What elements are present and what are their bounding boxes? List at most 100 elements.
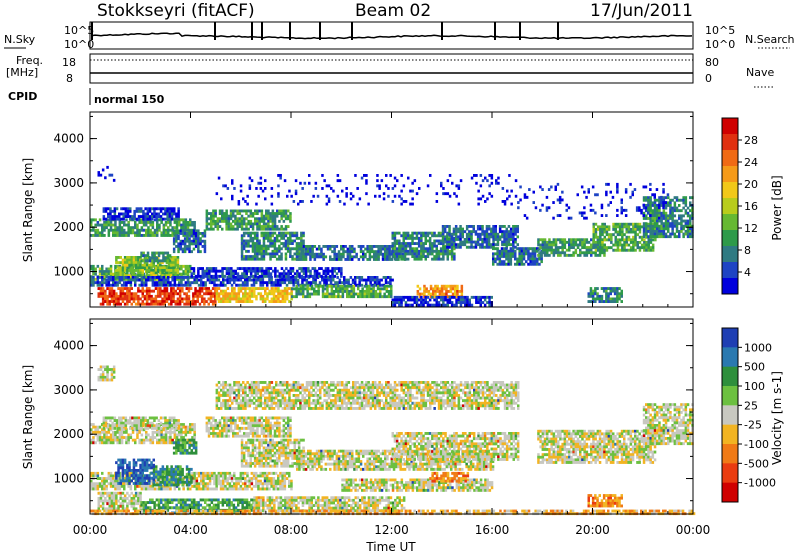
scatter-cell (656, 219, 659, 223)
scatter-cell (301, 281, 304, 285)
scatter-cell (283, 292, 287, 296)
scatter-cell (599, 230, 602, 234)
scatter-cell (297, 255, 301, 258)
scatter-cell (148, 266, 151, 270)
scatter-cell (145, 281, 148, 285)
scatter-cell (684, 196, 688, 200)
scatter-cell (282, 242, 285, 245)
scatter-cell (636, 243, 639, 247)
scatter-cell (686, 214, 690, 218)
scatter-cell (231, 287, 234, 290)
scatter-cell (507, 225, 511, 228)
scatter-cell (457, 238, 460, 241)
scatter-cell (127, 281, 130, 285)
scatter-cell (121, 292, 125, 296)
power-y-label: Slant Range [km] (21, 158, 35, 262)
scatter-cell (205, 227, 209, 231)
scatter-cell (113, 207, 117, 211)
scatter-cell (359, 292, 362, 296)
scatter-cell (435, 247, 438, 251)
scatter-cell (90, 281, 93, 285)
scatter-cell (224, 289, 227, 293)
scatter-cell (431, 252, 434, 256)
scatter-cell (470, 225, 473, 228)
scatter-cell (603, 248, 606, 252)
scatter-cell (299, 292, 303, 296)
scatter-cell (353, 250, 356, 254)
scatter-cell (123, 297, 127, 301)
scatter-cell (607, 297, 610, 301)
scatter-cell (132, 300, 136, 303)
scatter-cell (234, 217, 237, 221)
scatter-cell (181, 239, 185, 243)
scatter-cell (126, 297, 129, 301)
scatter-cell (596, 292, 599, 296)
scatter-cell (128, 300, 131, 303)
scatter-cell (402, 244, 405, 248)
scatter-cell (269, 267, 273, 270)
scatter-cell (171, 276, 174, 279)
scatter-cell (486, 179, 489, 183)
scatter-cell (203, 269, 207, 273)
scatter-cell (308, 174, 311, 177)
scatter-cell (583, 251, 586, 255)
scatter-cell (490, 227, 493, 231)
scatter-cell (185, 287, 188, 290)
scatter-cell (177, 242, 180, 246)
scatter-cell (153, 251, 156, 255)
scatter-cell (305, 278, 309, 282)
scatter-cell (232, 225, 235, 228)
scatter-cell (92, 276, 95, 279)
scatter-cell (250, 289, 254, 293)
scatter-cell (614, 225, 617, 229)
scatter-cell (596, 225, 600, 229)
scatter-cell (339, 290, 342, 293)
scatter-cell (219, 281, 223, 285)
scatter-cell (293, 247, 296, 251)
scatter-cell (194, 292, 197, 296)
scatter-cell (365, 281, 368, 285)
scatter-cell (138, 430, 141, 434)
scatter-cell (244, 200, 247, 203)
scatter-cell (239, 278, 243, 282)
scatter-cell (682, 219, 685, 223)
scatter-cell (483, 238, 486, 241)
scatter-cell (264, 252, 268, 256)
scatter-cell (503, 252, 506, 256)
scatter-cell (320, 255, 323, 259)
scatter-cell (541, 188, 544, 191)
scatter-cell (249, 219, 253, 223)
scatter-cell (156, 226, 159, 230)
scatter-cell (476, 238, 480, 241)
scatter-cell (162, 207, 165, 211)
scatter-cell (398, 303, 401, 307)
scatter-cell (594, 251, 597, 255)
scatter-cell (107, 438, 111, 442)
scatter-cell (402, 242, 405, 245)
scatter-cell (274, 274, 277, 278)
scatter-cell (107, 441, 111, 445)
scatter-cell (318, 272, 321, 276)
scatter-cell (244, 292, 247, 296)
scatter-cell (448, 245, 451, 249)
scatter-cell (114, 436, 117, 439)
scatter-cell (561, 251, 564, 255)
scatter-cell (267, 252, 270, 256)
scatter-cell (245, 222, 248, 226)
scatter-cell (233, 294, 236, 298)
scatter-cell (108, 289, 111, 293)
scatter-cell (156, 292, 160, 296)
scatter-cell (583, 190, 586, 194)
colorbar-tick-label: 4 (744, 266, 751, 279)
scatter-cell (281, 289, 285, 293)
scatter-cell (258, 227, 261, 231)
scatter-cell (272, 283, 276, 287)
scatter-cell (347, 278, 350, 282)
scatter-cell (248, 187, 252, 190)
scatter-cell (552, 243, 556, 247)
scatter-cell (450, 244, 454, 248)
scatter-cell (232, 269, 235, 273)
scatter-cell (189, 287, 193, 290)
scatter-cell (134, 221, 137, 224)
scatter-cell (589, 289, 593, 293)
